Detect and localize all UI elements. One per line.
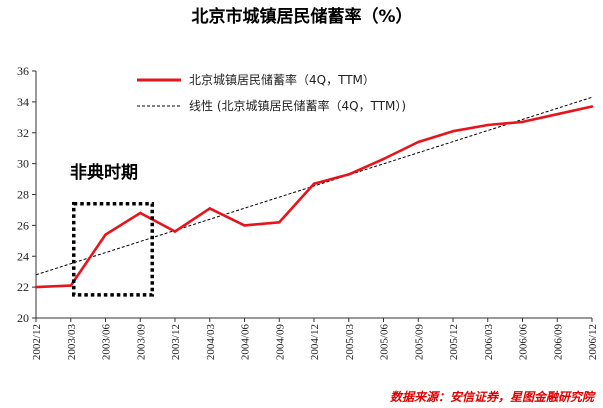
savings-rate-point <box>521 120 524 124</box>
savings-rate-point <box>347 173 351 176</box>
savings-rate-point <box>555 112 559 116</box>
legend: 北京城镇居民储蓄率（4Q，TTM） 线性 (北京城镇居民储蓄率（4Q，TTM）) <box>137 72 406 113</box>
x-tick-label: 2003/03 <box>66 324 78 361</box>
savings-rate-line <box>35 105 593 289</box>
x-tick-label: 2004/06 <box>240 324 252 361</box>
x-tick-label: 2003/12 <box>170 324 182 360</box>
y-tick-label: 24 <box>17 249 29 263</box>
legend-label-linear-trend: 线性 (北京城镇居民储蓄率（4Q，TTM）) <box>189 98 406 113</box>
chart-title: 北京市城镇居民储蓄率（%） <box>191 6 412 27</box>
y-tick-label: 30 <box>17 157 29 171</box>
sars-period-label: 非典时期 <box>70 162 138 183</box>
y-axis-ticks: 20 22 24 26 28 30 32 34 36 <box>17 64 36 325</box>
x-tick-label: 2003/09 <box>135 324 147 361</box>
savings-rate-point <box>382 157 385 161</box>
savings-rate-point <box>486 123 490 127</box>
x-tick-label: 2006/12 <box>587 324 599 360</box>
x-tick-label: 2005/12 <box>448 324 460 360</box>
savings-rate-point <box>34 285 38 289</box>
savings-rate-point <box>277 220 281 224</box>
y-tick-label: 28 <box>17 188 29 202</box>
savings-rate-point <box>104 233 107 236</box>
y-tick-label: 34 <box>17 95 29 109</box>
savings-rate-point <box>138 211 142 215</box>
x-tick-label: 2004/09 <box>274 324 286 361</box>
sars-period-box <box>72 202 154 297</box>
savings-rate-point <box>416 140 420 144</box>
x-tick-label: 2005/06 <box>379 324 391 361</box>
x-tick-label: 2004/12 <box>309 324 321 360</box>
savings-rate-point <box>173 230 177 233</box>
x-tick-label: 2006/03 <box>483 324 495 361</box>
x-tick-label: 2006/06 <box>518 324 530 361</box>
x-tick-label: 2005/03 <box>344 324 356 361</box>
sars-period-annotation: 非典时期 <box>70 162 154 297</box>
x-tick-label: 2004/03 <box>205 324 217 361</box>
savings-rate-point <box>208 207 212 210</box>
y-tick-label: 20 <box>17 311 29 325</box>
x-tick-label: 2002/12 <box>31 324 43 360</box>
y-tick-label: 26 <box>17 218 29 232</box>
data-source-note: 数据来源：安信证券，星图金融研究院 <box>390 390 596 404</box>
y-tick-label: 32 <box>17 126 29 140</box>
x-tick-label: 2005/09 <box>413 324 425 361</box>
x-tick-label: 2006/09 <box>552 324 564 361</box>
legend-label-savings-rate: 北京城镇居民储蓄率（4Q，TTM） <box>189 72 375 87</box>
savings-rate-point <box>451 129 455 133</box>
savings-rate-point <box>69 284 73 287</box>
y-tick-label: 36 <box>17 64 29 78</box>
linear-trend-line <box>35 96 593 276</box>
x-axis-ticks: 2002/12 2003/03 2003/06 2003/09 2003/12 2004/… <box>31 318 599 360</box>
savings-rate-point <box>312 182 316 185</box>
series-layer <box>34 96 594 289</box>
x-tick-label: 2003/06 <box>101 324 113 361</box>
savings-rate-point <box>243 224 246 227</box>
savings-rate-point <box>590 105 594 108</box>
y-tick-label: 22 <box>17 280 29 294</box>
